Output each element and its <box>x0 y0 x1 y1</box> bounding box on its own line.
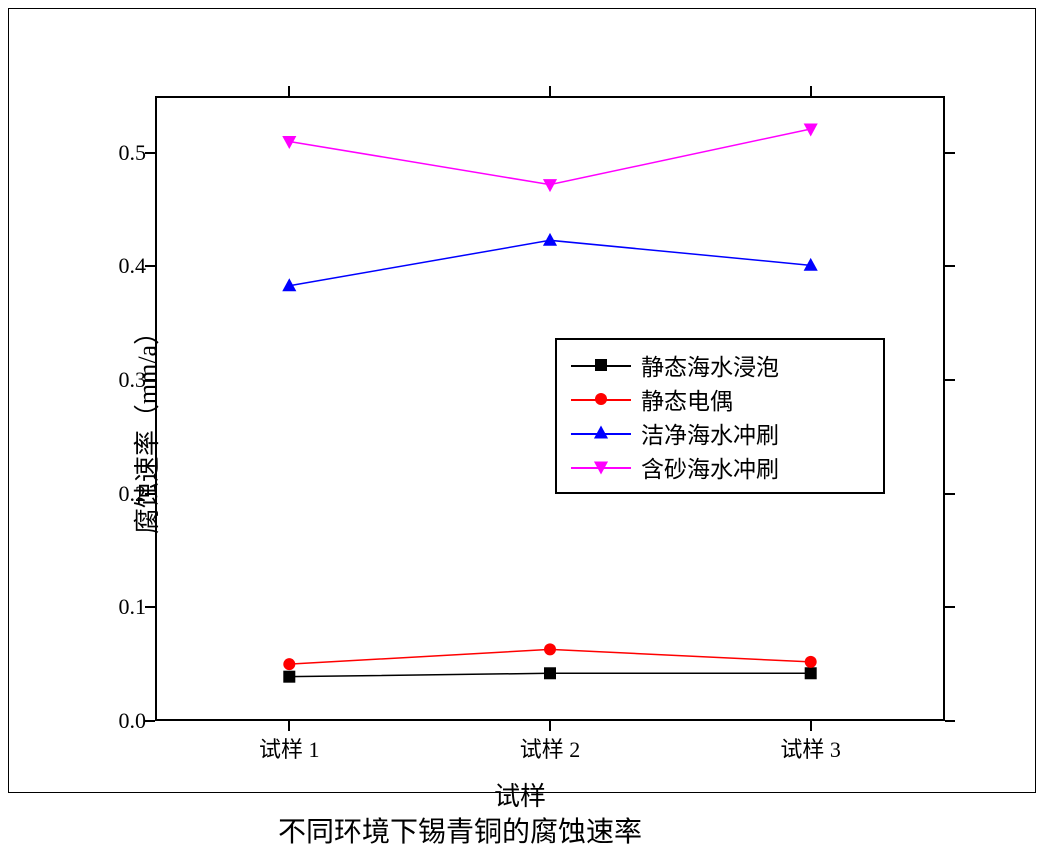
x-tick-mark-top <box>288 86 290 96</box>
legend-row: 洁净海水冲刷 <box>571 416 869 450</box>
x-tick-label: 试样 1 <box>259 732 320 764</box>
y-tick-mark-right <box>945 265 955 267</box>
legend-sample <box>571 389 631 409</box>
y-tick-mark <box>145 265 155 267</box>
y-tick-label: 0.4 <box>119 253 147 279</box>
x-tick-mark-top <box>810 86 812 96</box>
x-tick-mark-top <box>549 86 551 96</box>
x-tick-label: 试样 2 <box>520 732 581 764</box>
y-tick-label: 0.3 <box>119 367 147 393</box>
legend-sample <box>571 355 631 375</box>
x-tick-label: 试样 3 <box>780 732 841 764</box>
legend-box: 静态海水浸泡静态电偶洁净海水冲刷含砂海水冲刷 <box>555 338 885 494</box>
legend-sample <box>571 423 631 443</box>
y-tick-mark <box>145 606 155 608</box>
legend-marker-icon <box>591 423 611 443</box>
y-tick-mark <box>145 152 155 154</box>
legend-label: 静态海水浸泡 <box>641 348 779 382</box>
x-axis-label: 试样 <box>494 776 546 813</box>
y-tick-mark-right <box>945 152 955 154</box>
legend-label: 含砂海水冲刷 <box>641 450 779 484</box>
y-tick-label: 0.1 <box>119 594 147 620</box>
y-tick-label: 0.2 <box>119 481 147 507</box>
x-tick-mark <box>549 721 551 731</box>
legend-marker-icon <box>591 389 611 409</box>
legend-row: 静态电偶 <box>571 382 869 416</box>
y-tick-mark <box>145 379 155 381</box>
x-tick-mark <box>288 721 290 731</box>
chart-caption: 不同环境下锡青铜的腐蚀速率 <box>278 810 642 850</box>
legend-row: 含砂海水冲刷 <box>571 450 869 484</box>
y-tick-mark-right <box>945 606 955 608</box>
y-tick-mark <box>145 493 155 495</box>
legend-sample <box>571 457 631 477</box>
legend-label: 静态电偶 <box>641 382 733 416</box>
legend-row: 静态海水浸泡 <box>571 348 869 382</box>
y-tick-mark-right <box>945 379 955 381</box>
y-tick-label: 0.0 <box>119 708 147 734</box>
legend-label: 洁净海水冲刷 <box>641 416 779 450</box>
y-tick-mark <box>145 720 155 722</box>
legend-marker-icon <box>591 355 611 375</box>
y-tick-mark-right <box>945 720 955 722</box>
legend-marker-icon <box>591 457 611 477</box>
y-tick-mark-right <box>945 493 955 495</box>
x-tick-mark <box>810 721 812 731</box>
y-tick-label: 0.5 <box>119 140 147 166</box>
